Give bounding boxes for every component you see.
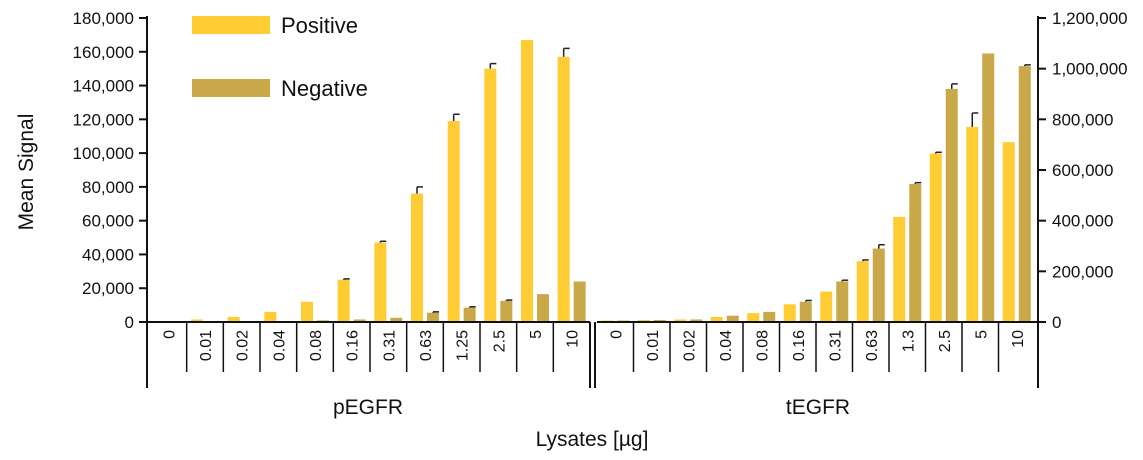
y-right-tick-label: 1,000,000 — [1052, 60, 1128, 79]
bar-pegfr-negative — [463, 307, 476, 322]
y-left-tick-label: 140,000 — [73, 77, 134, 96]
x-tick-label: 0.31 — [827, 330, 844, 361]
x-tick-label: 0.01 — [645, 330, 662, 361]
y-left-tick-label: 80,000 — [82, 178, 134, 197]
bar-tegfr-positive — [637, 319, 650, 322]
x-tick-label: 5 — [973, 330, 990, 339]
bar-tegfr-negative — [1018, 66, 1031, 322]
legend-label-negative: Negative — [281, 76, 368, 101]
legend-swatch-negative — [192, 79, 270, 97]
y-left-tick-label: 100,000 — [73, 144, 134, 163]
bar-pegfr-negative — [500, 300, 513, 322]
bar-tegfr-positive — [1002, 142, 1015, 322]
x-tick-label: 0.08 — [308, 330, 325, 361]
bar-tegfr-positive — [710, 316, 723, 322]
bar-tegfr-negative — [690, 319, 703, 322]
labels-layer: Mean Signal Lysates [µg] pEGFR tEGFR 0 20… — [15, 9, 1128, 451]
bar-pegfr-positive — [191, 319, 203, 322]
bar-tegfr-positive — [966, 126, 979, 322]
bar-tegfr-negative — [836, 281, 849, 322]
y-left-tick-label: 40,000 — [82, 245, 134, 264]
legend: Positive Negative — [192, 13, 368, 101]
x-tick-label: 10 — [1010, 330, 1027, 348]
bar-pegfr-positive — [557, 56, 570, 322]
y-right-tick-label: 600,000 — [1052, 161, 1113, 180]
bar-pegfr-positive — [447, 121, 460, 323]
bar-pegfr-positive — [301, 301, 313, 322]
bar-pegfr-positive — [264, 311, 277, 322]
bar-pegfr-negative — [537, 294, 549, 322]
y-right-tick-label: 800,000 — [1052, 110, 1113, 129]
bar-tegfr-positive — [856, 261, 869, 322]
bar-pegfr-negative — [353, 319, 366, 322]
bar-tegfr-negative — [726, 315, 739, 322]
y-right-tick-label: 400,000 — [1052, 212, 1113, 231]
x-tick-label: 0.02 — [235, 330, 252, 361]
bar-tegfr-negative — [799, 301, 812, 322]
bar-pegfr-positive — [484, 68, 497, 323]
bar-pegfr-positive — [374, 242, 387, 322]
y-left-tick-label: 20,000 — [82, 279, 134, 298]
bar-tegfr-negative — [945, 88, 958, 322]
x-tick-label: 2.5 — [937, 330, 954, 352]
group-label-tegfr: tEGFR — [786, 396, 850, 419]
bar-tegfr-positive — [783, 304, 796, 322]
bar-pegfr-positive — [227, 316, 240, 322]
axes-layer — [139, 16, 1046, 388]
x-tick-label: 0 — [608, 330, 625, 339]
y-left-tick-label: 180,000 — [73, 9, 134, 28]
x-tick-label: 1.25 — [455, 330, 472, 361]
y-right-tick-label: 1,200,000 — [1052, 9, 1128, 28]
bar-pegfr-positive — [521, 39, 533, 322]
bar-tegfr-negative — [763, 311, 776, 322]
bar-pegfr-positive — [337, 279, 350, 322]
x-tick-label: 0.02 — [681, 330, 698, 361]
legend-swatch-positive — [192, 16, 270, 34]
x-tick-label: 0.08 — [754, 330, 771, 361]
bar-tegfr-positive — [820, 291, 833, 322]
bar-tegfr-positive — [893, 216, 906, 322]
bar-tegfr-positive — [674, 319, 687, 322]
y-left-tick-label: 60,000 — [82, 212, 134, 231]
bar-tegfr-negative — [982, 53, 995, 322]
x-axis-title: Lysates [µg] — [536, 428, 649, 451]
x-tick-label: 0.63 — [864, 330, 881, 361]
x-tick-label: 0.16 — [791, 330, 808, 361]
x-tick-label: 2.5 — [491, 330, 508, 352]
bar-tegfr-negative — [872, 248, 885, 322]
legend-label-positive: Positive — [281, 13, 358, 38]
x-tick-label: 1.3 — [900, 330, 917, 352]
bar-tegfr-positive — [747, 313, 760, 322]
bar-pegfr-positive — [411, 193, 423, 322]
x-tick-label: 0 — [161, 330, 178, 339]
bar-pegfr-negative — [427, 312, 439, 322]
x-tick-label: 5 — [528, 330, 545, 339]
y-left-tick-label: 160,000 — [73, 43, 134, 62]
x-tick-label: 10 — [565, 330, 582, 348]
x-tick-label: 0.01 — [198, 330, 215, 361]
y-right-tick-label: 0 — [1052, 313, 1061, 332]
x-tick-label: 0.31 — [381, 330, 398, 361]
x-tick-label: 0.16 — [345, 330, 362, 361]
y-left-tick-label: 0 — [125, 313, 134, 332]
bar-pegfr-negative — [573, 281, 586, 322]
bar-tegfr-negative — [909, 183, 922, 322]
bar-tegfr-positive — [929, 153, 942, 322]
bar-tegfr-negative — [653, 319, 666, 322]
y-right-tick-label: 200,000 — [1052, 262, 1113, 281]
x-tick-label: 0.04 — [271, 330, 288, 361]
y-left-tick-label: 120,000 — [73, 110, 134, 129]
y-axis-title: Mean Signal — [15, 114, 38, 231]
x-tick-label: 0.63 — [418, 330, 435, 361]
x-tick-label: 0.04 — [718, 330, 735, 361]
bar-pegfr-negative — [390, 317, 403, 322]
bars-layer — [191, 39, 1031, 323]
group-label-pegfr: pEGFR — [333, 396, 403, 419]
